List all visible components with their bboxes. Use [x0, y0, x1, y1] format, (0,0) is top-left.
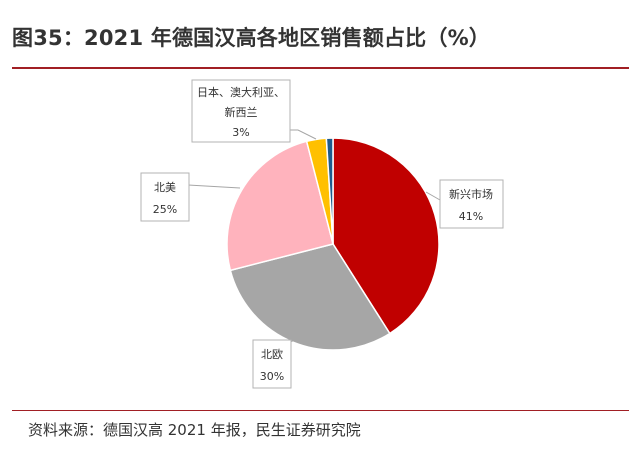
title-divider: [12, 67, 629, 69]
pie-slice-other: [325, 137, 334, 245]
leader-line-japan-aus-nz: [290, 129, 317, 140]
label-emerging-markets: 新兴市场: [449, 187, 493, 201]
chart-title: 图35：2021 年德国汉高各地区销售额占比（%）: [12, 26, 491, 50]
label-box-japan-aus-nz: [191, 79, 291, 143]
leader-line-nordic: [289, 335, 306, 343]
pie-slice-nordic: [229, 243, 391, 351]
label-japan-aus-nz-line1: 日本、澳大利亚、: [197, 85, 285, 99]
label-nordic: 北欧: [261, 348, 283, 361]
value-nordic: 30%: [260, 370, 284, 383]
label-box-emerging: [439, 179, 504, 229]
value-japan-aus-nz: 3%: [232, 126, 249, 139]
label-box-nordic: [252, 339, 292, 389]
pie-slice-north-america: [226, 140, 334, 272]
leader-lines: [187, 129, 441, 343]
pie-slices: [226, 137, 440, 351]
source-note: 资料来源：德国汉高 2021 年报，民生证券研究院: [28, 421, 361, 439]
label-north-america: 北美: [154, 181, 176, 194]
label-box-north-america: [140, 172, 190, 222]
value-north-america: 25%: [153, 203, 177, 216]
leader-line-emerging: [425, 191, 441, 201]
value-emerging-markets: 41%: [459, 210, 483, 223]
label-japan-aus-nz-line2: 新西兰: [225, 105, 258, 119]
source-divider: [12, 410, 629, 411]
leader-line-north-america: [187, 184, 241, 189]
label-boxes: [140, 79, 504, 389]
